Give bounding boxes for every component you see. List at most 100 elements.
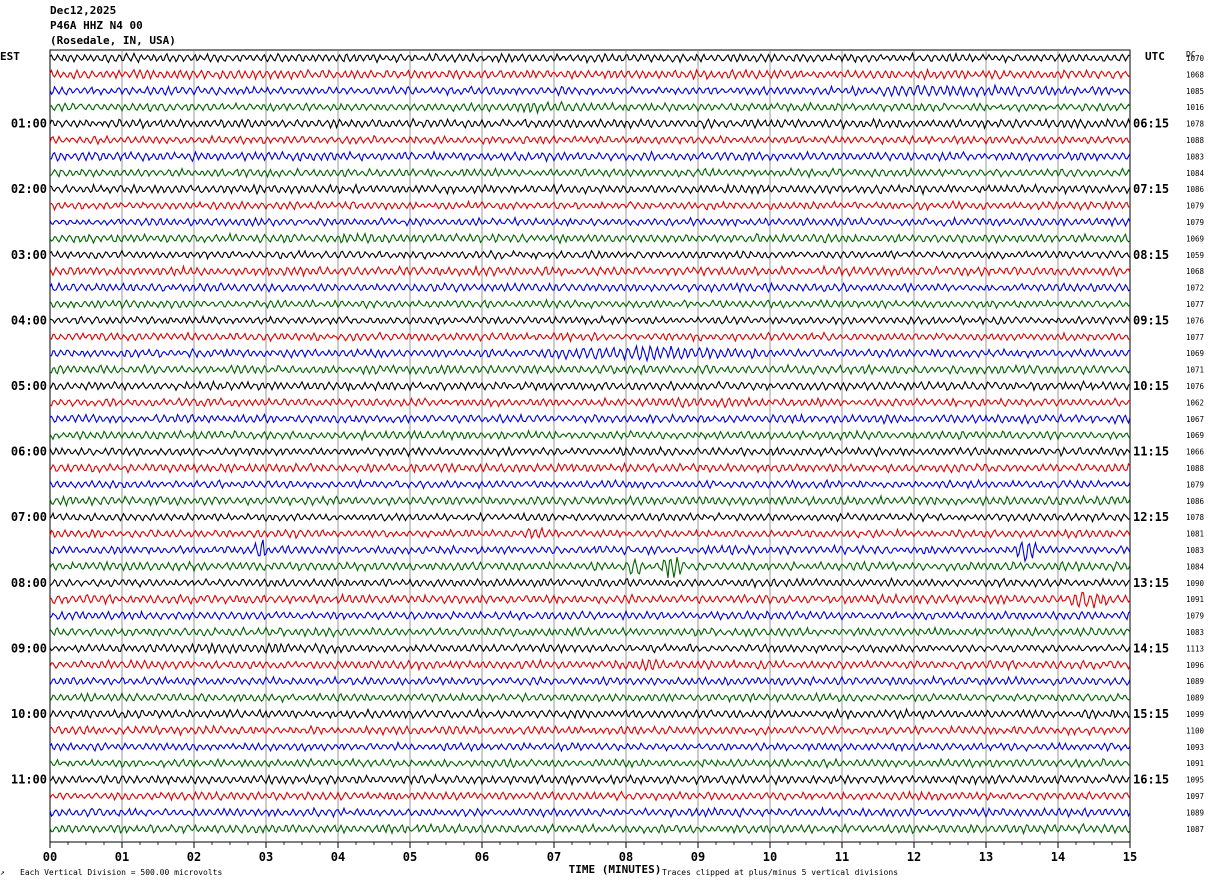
x-tick-label: 01 <box>115 850 129 864</box>
seismic-trace <box>49 379 1131 393</box>
x-tick-label: 05 <box>403 850 417 864</box>
dc-offset-label: 1059 <box>1186 251 1204 260</box>
dc-offset-label: 1083 <box>1186 152 1204 161</box>
x-tick-label: 14 <box>1051 850 1065 864</box>
seismic-trace <box>49 166 1131 179</box>
dc-offset-label: 1084 <box>1186 562 1205 571</box>
dc-offset-label: 1077 <box>1186 300 1204 309</box>
seismic-trace <box>49 822 1131 836</box>
header-location: (Rosedale, IN, USA) <box>50 34 176 47</box>
dc-offset-label: 1088 <box>1186 464 1205 473</box>
dc-offset-label: 1069 <box>1186 234 1204 243</box>
seismic-trace <box>49 83 1131 99</box>
seismic-trace <box>49 526 1131 540</box>
dc-offset-label: 1093 <box>1186 743 1204 752</box>
dc-offset-label: 1096 <box>1186 661 1205 670</box>
seismic-trace <box>49 314 1131 326</box>
seismic-trace <box>49 264 1131 278</box>
dc-offset-label: 1097 <box>1186 792 1204 801</box>
seismic-trace <box>49 461 1131 474</box>
dc-offset-label: 1071 <box>1186 366 1204 375</box>
seismic-trace <box>49 641 1131 655</box>
header-station: P46A HHZ N4 00 <box>50 19 143 32</box>
seismic-trace <box>49 134 1131 146</box>
dc-offset-label: 1078 <box>1186 513 1205 522</box>
dc-offset-label: 1083 <box>1186 546 1204 555</box>
header-date: Dec12,2025 <box>50 4 117 17</box>
left-hour-label: 02:00 <box>11 182 47 196</box>
seismic-trace <box>49 493 1131 508</box>
dc-offset-label: 1081 <box>1186 530 1204 539</box>
dc-offset-label: 1076 <box>1186 316 1205 325</box>
seismic-trace <box>49 806 1131 819</box>
right-hour-label: 16:15 <box>1133 773 1169 787</box>
seismic-trace <box>49 298 1131 310</box>
left-hour-label: 03:00 <box>11 248 47 262</box>
scale-icon: ↗ <box>0 868 5 877</box>
seismic-trace <box>49 363 1131 376</box>
left-hour-label: 08:00 <box>11 576 47 590</box>
seismic-trace <box>49 724 1131 737</box>
right-hour-label: 09:15 <box>1133 313 1169 327</box>
seismic-trace <box>49 215 1131 228</box>
seismic-trace <box>49 511 1131 524</box>
plot-frame <box>49 49 1131 843</box>
dc-offset-label: 1068 <box>1186 267 1205 276</box>
seismic-trace <box>49 67 1131 81</box>
seismic-trace <box>49 117 1131 131</box>
seismic-trace <box>49 429 1131 442</box>
dc-offset-label: 1079 <box>1186 480 1204 489</box>
x-tick-label: 04 <box>331 850 345 864</box>
left-hour-label: 05:00 <box>11 379 47 393</box>
clip-note: Traces clipped at plus/minus 5 vertical … <box>662 868 899 877</box>
seismic-trace <box>49 625 1131 639</box>
dc-offset-label: 1077 <box>1186 333 1204 342</box>
seismic-trace <box>49 182 1131 197</box>
seismic-trace <box>49 281 1131 294</box>
seismic-trace <box>49 757 1131 770</box>
x-tick-label: 13 <box>979 850 993 864</box>
dc-offset-label: 1087 <box>1186 825 1204 834</box>
seismic-trace <box>49 707 1131 721</box>
seismic-trace <box>49 445 1131 458</box>
dc-offset-label: 1069 <box>1186 431 1204 440</box>
left-hour-label: 04:00 <box>11 313 47 327</box>
dc-offset-label: 1072 <box>1186 284 1204 293</box>
x-tick-label: 02 <box>187 850 201 864</box>
x-tick-label: 10 <box>763 850 777 864</box>
x-tick-label: 08 <box>619 850 633 864</box>
dc-offset-label: 1088 <box>1186 136 1205 145</box>
seismic-trace <box>49 150 1131 164</box>
x-axis-label: TIME (MINUTES) <box>569 863 662 876</box>
left-hour-label: 10:00 <box>11 707 47 721</box>
dc-offset-label: 1099 <box>1186 710 1204 719</box>
seismic-trace <box>49 396 1131 409</box>
dc-offset-label: 1113 <box>1186 644 1204 653</box>
dc-offset-label: 1068 <box>1186 70 1205 79</box>
left-hour-label: 01:00 <box>11 117 47 131</box>
dc-offset-label: 1079 <box>1186 612 1204 621</box>
left-hour-label: 11:00 <box>11 773 47 787</box>
right-hour-label: 15:15 <box>1133 707 1169 721</box>
x-tick-label: 09 <box>691 850 705 864</box>
seismic-trace <box>49 100 1131 116</box>
right-hour-label: 13:15 <box>1133 576 1169 590</box>
right-hour-label: 12:15 <box>1133 510 1169 524</box>
dc-offset-label: 1066 <box>1186 448 1205 457</box>
seismic-trace <box>49 740 1131 753</box>
dc-offset-label: 1100 <box>1186 726 1205 735</box>
dc-offset-label: 1078 <box>1186 120 1205 129</box>
dc-offset-label: 1090 <box>1186 579 1205 588</box>
x-tick-label: 12 <box>907 850 921 864</box>
seismic-trace <box>49 789 1131 802</box>
right-hour-label: 11:15 <box>1133 445 1169 459</box>
seismic-trace <box>49 539 1131 564</box>
dc-column-label: DC <box>1186 50 1196 59</box>
seismic-trace <box>49 231 1131 245</box>
seismic-trace <box>49 343 1131 363</box>
dc-offset-label: 1091 <box>1186 759 1204 768</box>
x-tick-label: 11 <box>835 850 849 864</box>
x-tick-label: 07 <box>547 850 561 864</box>
dc-offset-label: 1070 <box>1186 54 1205 63</box>
